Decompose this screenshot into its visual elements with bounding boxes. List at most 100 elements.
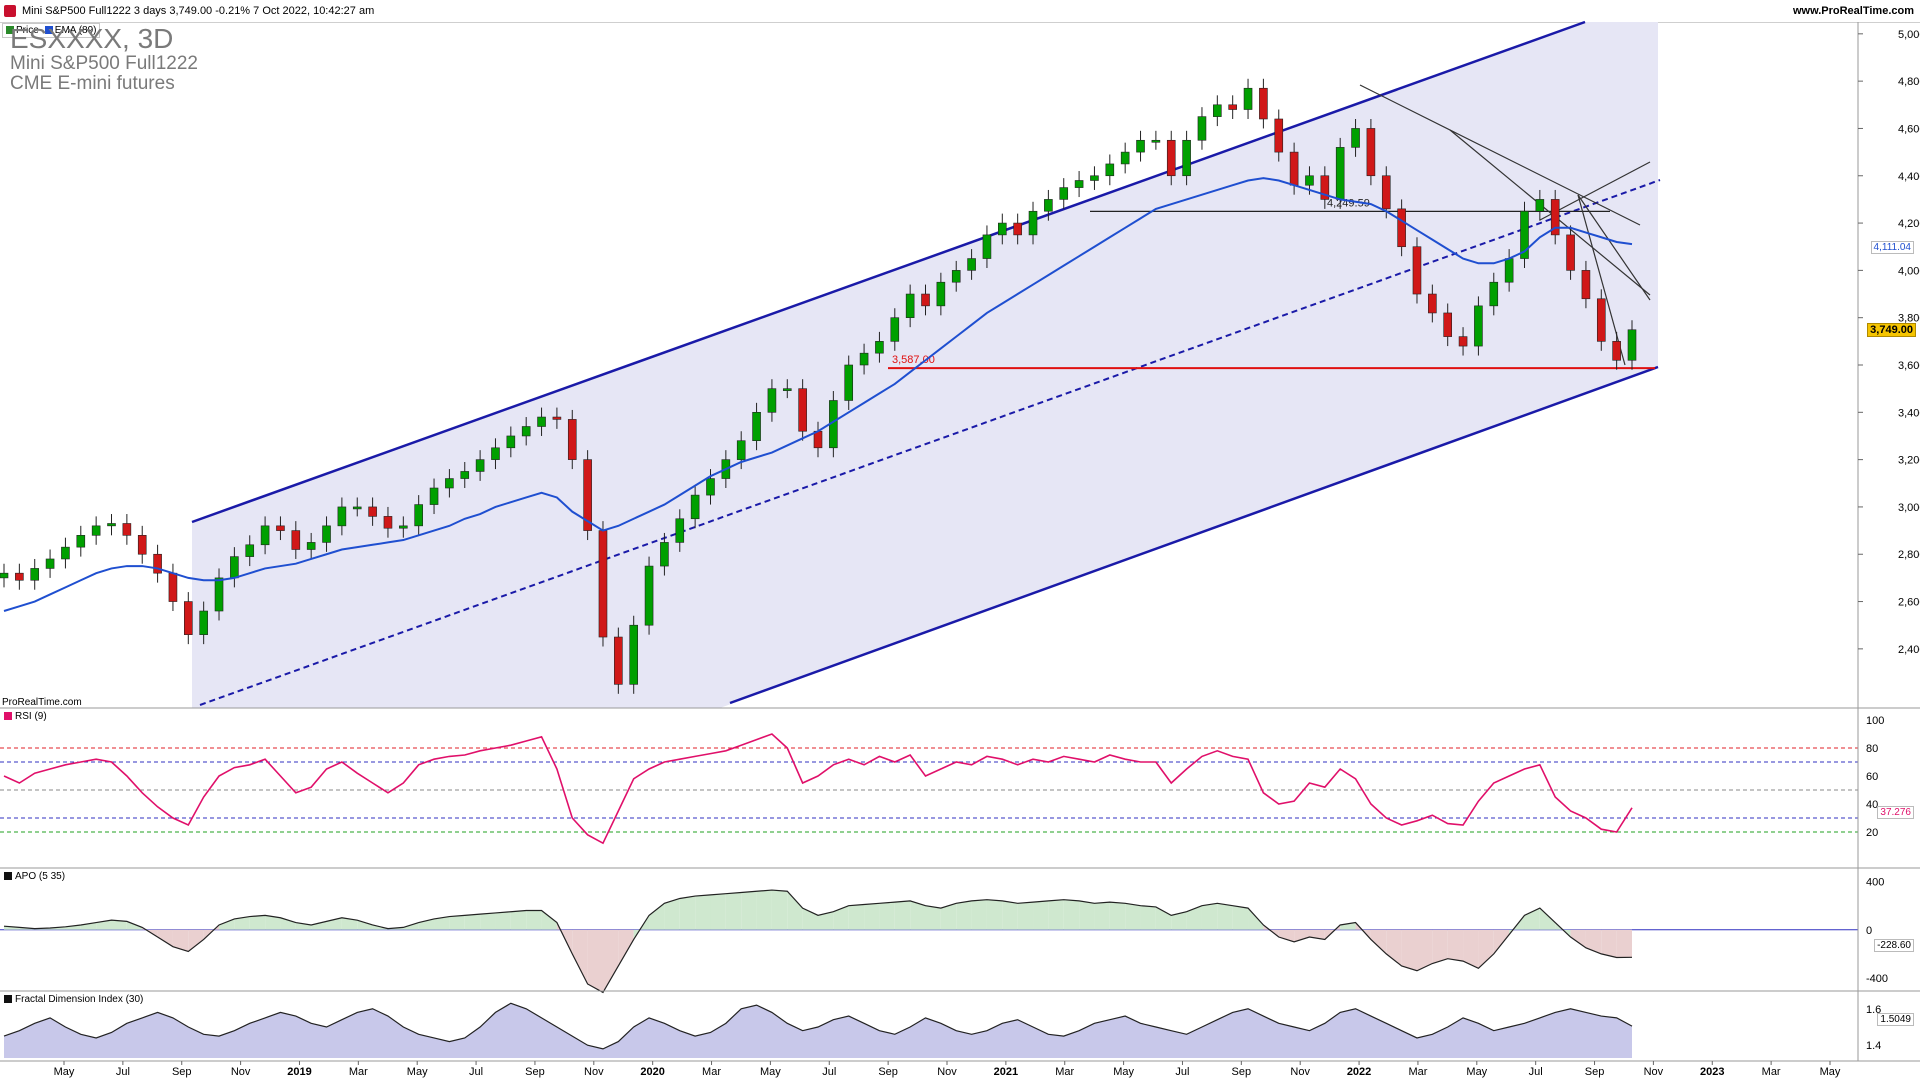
symbol-code: ESXXXX, 3D (10, 23, 174, 54)
apo-area (157, 929, 173, 947)
site-link[interactable]: www.ProRealTime.com (1792, 5, 1914, 17)
price-candle (1136, 139, 1145, 153)
price-candle (230, 556, 239, 579)
support-label: 3,587.00 (892, 354, 935, 366)
price-candle (583, 459, 592, 531)
price-candle (767, 388, 777, 413)
price-candle (76, 535, 86, 548)
trendline-wedge-1 (1577, 194, 1626, 366)
price-candle (1627, 329, 1637, 361)
apo-area (280, 917, 296, 930)
price-candle (1489, 281, 1499, 307)
price-candle (475, 459, 485, 472)
price-candle (1504, 258, 1514, 283)
price-candle (1612, 341, 1621, 361)
fdi-panel (3, 1002, 1633, 1058)
apo-area (480, 912, 496, 930)
legend-price[interactable]: Price (6, 25, 39, 36)
time-axis-label: 2019 (287, 1066, 311, 1078)
price-candle (675, 518, 685, 543)
price-candle (107, 523, 116, 527)
price-candle (1366, 128, 1376, 177)
price-candle (859, 352, 869, 366)
time-axis-label: May (54, 1066, 75, 1078)
apo-area (787, 891, 803, 930)
price-candle (537, 416, 546, 427)
apo-area (664, 898, 680, 930)
price-candle (445, 478, 454, 489)
price-legend[interactable]: Price EMA (89) (2, 23, 101, 38)
price-candle (460, 471, 470, 479)
apo-area (418, 918, 435, 930)
price-axis-label: 4,600 (1898, 123, 1920, 135)
apo-area (1232, 905, 1249, 930)
fdi-line (3, 1002, 1633, 1050)
apo-label[interactable]: APO (5 35) (2, 871, 68, 882)
price-candle (982, 234, 992, 259)
price-candle (998, 222, 1007, 236)
trendline-down (1359, 84, 1641, 226)
rsi-swatch-icon (4, 712, 12, 721)
symbol-name: Mini S&P500 Full1222 (10, 53, 198, 74)
price-axis-label: 3,400 (1898, 407, 1920, 419)
channel-upper-line (191, 20, 1586, 524)
apo-area (971, 899, 987, 930)
legend-price-label: Price (16, 25, 39, 36)
legend-ema[interactable]: EMA (89) (44, 25, 96, 36)
apo-area (848, 904, 865, 930)
apo-value-tag: -228.60 (1874, 939, 1914, 952)
apo-area (1017, 902, 1034, 930)
apo-area (1079, 900, 1095, 930)
price-candle (921, 293, 930, 307)
price-candle (1335, 147, 1345, 200)
rsi-label[interactable]: RSI (9) (2, 711, 49, 722)
price-candle (1428, 293, 1437, 314)
title-bar: Mini S&P500 Full1222 3 days 3,749.00 -0.… (0, 0, 1920, 23)
price-candle (1320, 175, 1330, 200)
apo-area (541, 910, 557, 930)
time-axis-label: May (760, 1066, 781, 1078)
time-axis-label: Sep (1232, 1066, 1252, 1078)
apo-area (649, 903, 665, 930)
price-candle (1443, 312, 1452, 337)
price-candle (1351, 128, 1360, 148)
apo-area (572, 929, 588, 984)
apo-swatch-icon (4, 872, 12, 881)
apo-area (756, 890, 772, 930)
apo-area (1616, 929, 1632, 958)
price-candle (214, 577, 224, 612)
price-candle (1044, 199, 1053, 212)
apo-area (1278, 929, 1295, 942)
rsi-line (3, 733, 1633, 845)
time-axis-label: Nov (584, 1066, 604, 1078)
price-candle (506, 435, 516, 449)
apo-label-text: APO (5 35) (15, 871, 66, 882)
time-axis-label: Nov (937, 1066, 957, 1078)
price-candle (567, 419, 577, 460)
apo-area (710, 893, 726, 930)
price-candle (491, 447, 500, 460)
prorealtime-logo-icon (4, 5, 16, 17)
price-candle (1151, 139, 1161, 143)
time-axis-label: Nov (1290, 1066, 1310, 1078)
symbol-exchange: CME E-mini futures (10, 73, 175, 94)
price-candle (813, 430, 823, 449)
apo-area (910, 900, 926, 930)
fdi-label[interactable]: Fractal Dimension Index (30) (2, 994, 146, 1005)
price-candle (168, 572, 178, 602)
price-candle (1120, 151, 1130, 165)
apo-area (1585, 929, 1602, 954)
price-candle (1259, 87, 1268, 120)
rsi-axis-label: 20 (1866, 827, 1878, 839)
time-axis-label: Mar (1055, 1066, 1074, 1078)
apo-area (1463, 929, 1479, 969)
ema-value-tag: 4,111.04 (1870, 241, 1914, 254)
price-candle (184, 601, 193, 635)
apo-area (65, 924, 81, 930)
resistance-label: 4,249.59 (1327, 197, 1370, 209)
price-candle (15, 572, 24, 581)
price-candle (629, 624, 638, 685)
apo-area (956, 900, 972, 930)
apo-area (894, 900, 911, 930)
